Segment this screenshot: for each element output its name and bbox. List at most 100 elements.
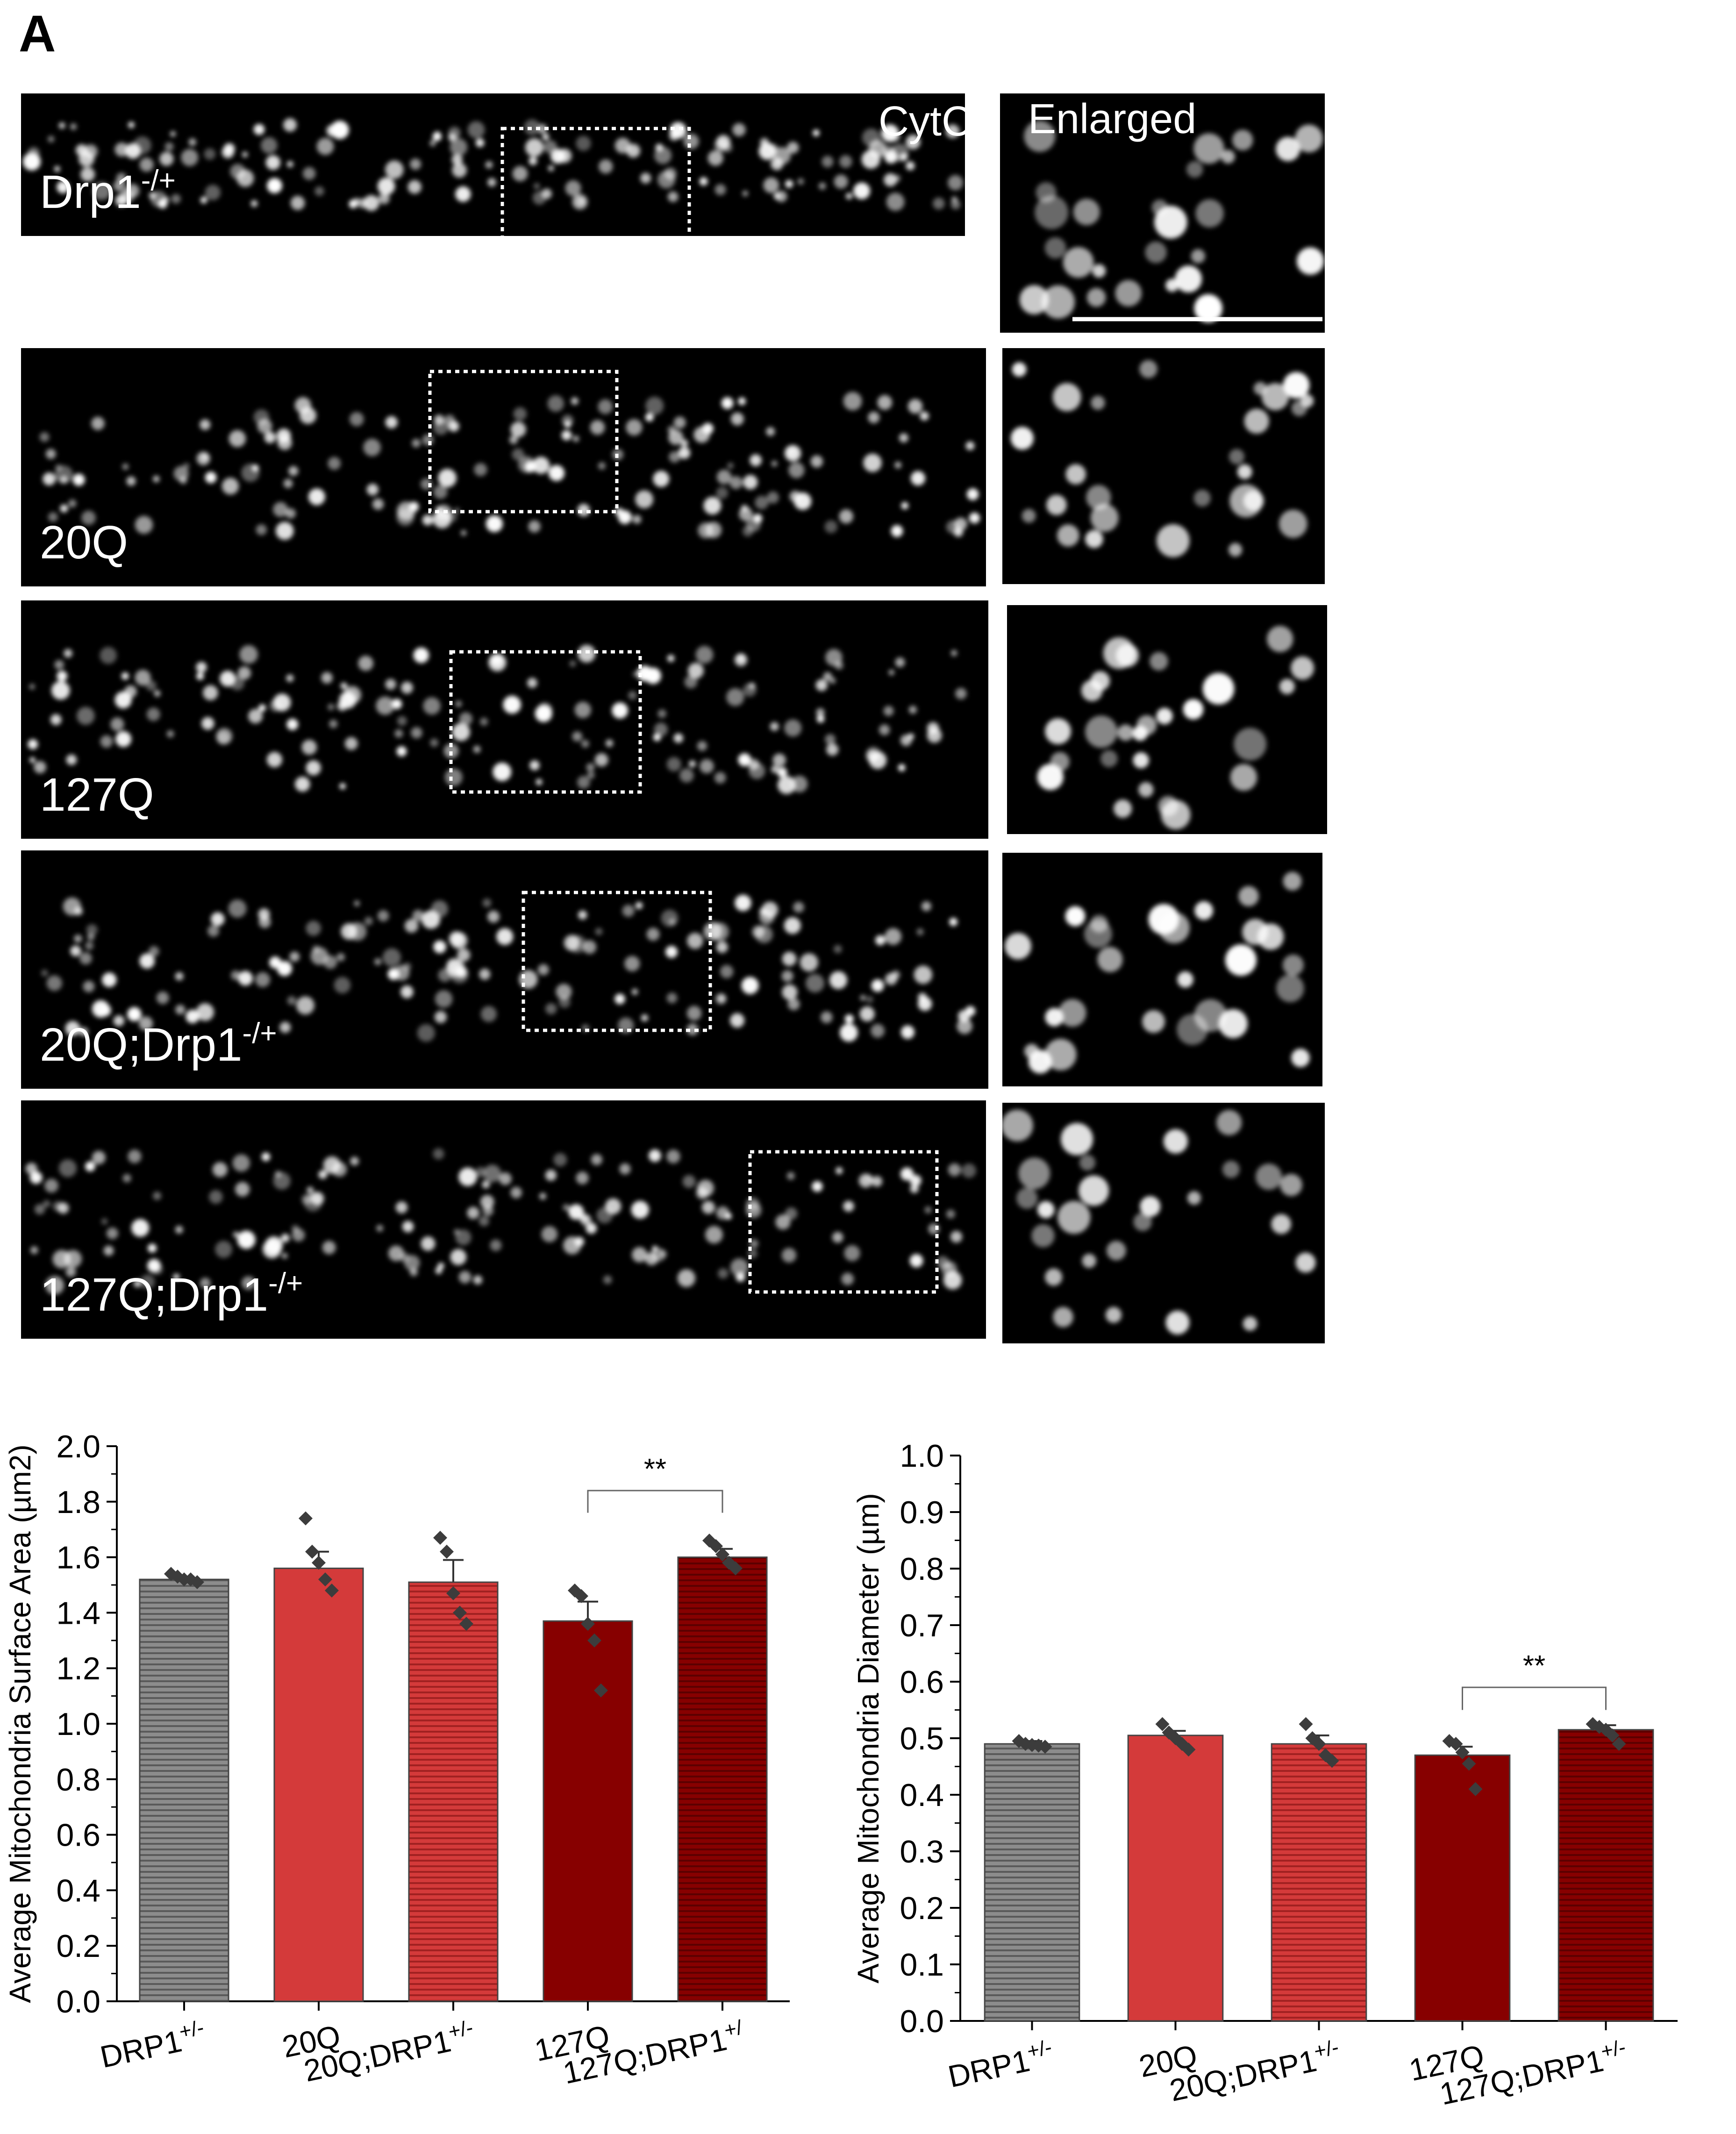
punctum: [265, 155, 280, 170]
y-axis-title: Average Mitochondria Diameter (µm): [851, 1493, 885, 1983]
punctum: [586, 1222, 597, 1234]
punctum: [577, 776, 590, 789]
punctum: [474, 463, 487, 477]
punctum: [92, 1000, 110, 1018]
punctum: [632, 1247, 647, 1263]
punctum: [1031, 1224, 1055, 1248]
punctum: [296, 996, 314, 1015]
punctum: [1229, 449, 1245, 464]
punctum: [156, 992, 169, 1004]
punctum: [434, 1011, 447, 1023]
punctum: [561, 430, 572, 441]
punctum: [933, 197, 945, 210]
punctum: [1022, 509, 1036, 523]
punctum: [43, 1200, 50, 1207]
punctum: [840, 1023, 858, 1042]
punctum: [382, 948, 401, 967]
punctum: [207, 925, 220, 937]
enlarged-puncta: [1019, 121, 1324, 323]
punctum: [821, 1011, 833, 1023]
punctum: [901, 502, 908, 509]
punctum: [433, 420, 449, 435]
micrograph-image: [21, 850, 988, 1089]
punctum: [1138, 782, 1154, 798]
punctum: [396, 746, 407, 757]
punctum: [669, 918, 676, 925]
punctum: [114, 143, 129, 157]
punctum: [34, 1204, 45, 1215]
punctum: [328, 457, 341, 470]
punctum: [183, 463, 190, 470]
punctum: [824, 520, 838, 534]
punctum: [1115, 280, 1142, 307]
punctum: [576, 1171, 589, 1185]
punctum: [43, 472, 56, 485]
punctum: [179, 476, 187, 484]
punctum: [777, 767, 787, 778]
surface-area-chart: 0.0 0.2 0.4 0.6 0.8 1.0 1.2 1.4 1.6 1.8 2.0 Average…: [3, 1429, 790, 2091]
punctum: [1232, 129, 1253, 150]
punctum: [93, 182, 111, 200]
punctum: [256, 524, 267, 535]
punctum: [258, 704, 266, 712]
punctum: [286, 718, 299, 730]
punctum: [513, 407, 527, 421]
punctum: [883, 706, 894, 716]
punctum: [1142, 1010, 1165, 1033]
punctum: [885, 928, 902, 945]
punctum: [221, 478, 239, 495]
punctum: [188, 138, 197, 146]
punctum: [475, 138, 485, 147]
channel-label: CytC: [879, 98, 972, 145]
punctum: [907, 399, 923, 414]
punctum: [755, 495, 769, 510]
punctum: [581, 740, 589, 748]
punctum: [1183, 699, 1204, 720]
punctum: [1041, 285, 1075, 319]
punctum: [330, 121, 349, 139]
punctum: [666, 757, 681, 771]
y-tick-label: 1.0: [900, 1438, 944, 1474]
y-tick-label: 0.8: [56, 1762, 100, 1798]
punctum: [456, 966, 467, 978]
punctum: [236, 169, 254, 187]
punctum: [1216, 1110, 1242, 1135]
punctum: [953, 527, 963, 537]
punctum: [841, 1272, 854, 1285]
punctum: [782, 951, 797, 966]
punctum: [571, 397, 579, 405]
punctum: [758, 143, 776, 160]
punctum: [1097, 947, 1123, 972]
punctum: [110, 717, 124, 731]
punctum: [771, 765, 779, 773]
data-point: [1612, 1737, 1626, 1751]
data-point: [1181, 1742, 1196, 1757]
punctum: [201, 453, 208, 461]
punctum: [374, 958, 381, 965]
punctum: [1073, 199, 1100, 225]
enlarged-puncta: [1037, 626, 1315, 830]
punctum: [253, 409, 270, 425]
punctum: [836, 1167, 843, 1174]
punctum: [631, 1200, 649, 1219]
zoom-region-box: [522, 891, 712, 1032]
punctum: [910, 1175, 922, 1186]
punctum: [635, 902, 643, 909]
punctum: [377, 177, 395, 195]
punctum: [797, 178, 804, 185]
punctum: [1136, 715, 1157, 735]
data-point: [325, 1583, 339, 1598]
punctum: [1079, 1175, 1109, 1206]
punctum: [479, 968, 491, 980]
punctum: [170, 131, 176, 137]
punctum: [91, 416, 105, 430]
punctum: [242, 151, 248, 157]
genotype-name: 127Q;Drp1: [40, 1269, 268, 1321]
punctum: [411, 727, 422, 739]
punctum: [209, 1190, 223, 1204]
micrograph-row: 20Q;Drp1-/+: [21, 850, 1322, 1089]
y-tick-label: 0.7: [900, 1608, 944, 1643]
y-tick-label: 0.9: [900, 1495, 944, 1530]
punctum: [730, 1258, 749, 1277]
punctum: [139, 1016, 153, 1031]
